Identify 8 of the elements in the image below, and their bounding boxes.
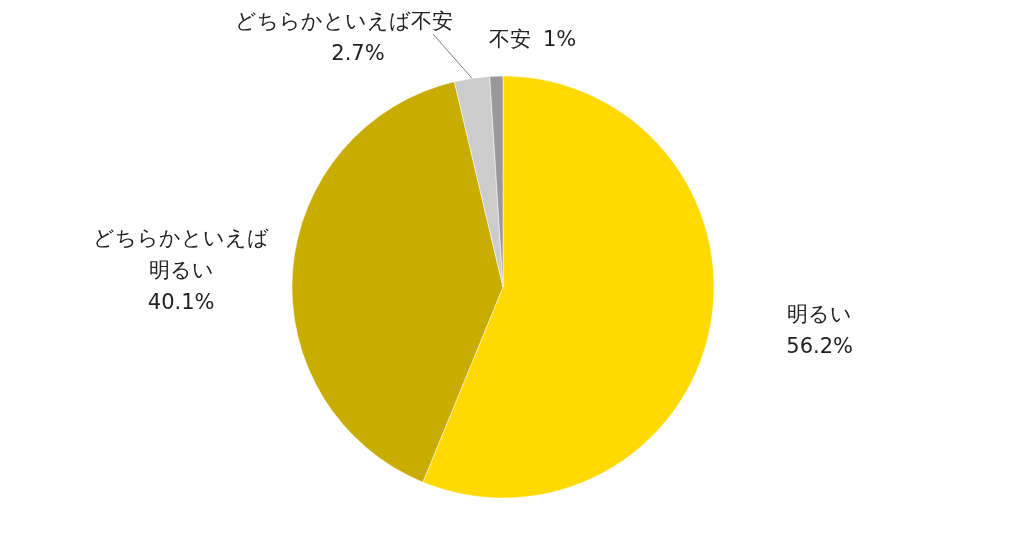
data-label: 2.7% (331, 41, 385, 65)
slice-label: どちらかといえば明るい (93, 225, 270, 282)
data-label: 56.2% (786, 333, 854, 358)
slice-label: 不安 (489, 27, 531, 51)
data-label: 1% (543, 27, 577, 51)
slice-label: どちらかといえば不安 (235, 9, 453, 33)
data-label: 40.1% (147, 289, 215, 314)
slice-label: 明るい (787, 301, 853, 326)
